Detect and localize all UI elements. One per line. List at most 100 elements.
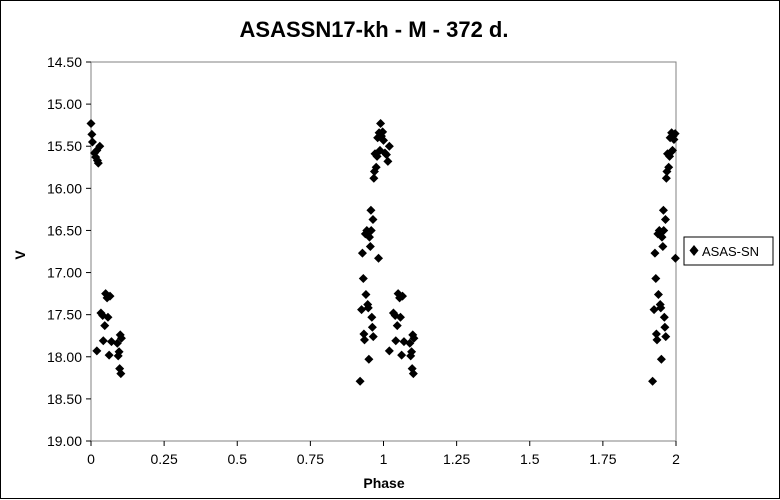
- data-point-diamond: [100, 321, 110, 331]
- x-axis-label: Phase: [363, 475, 404, 491]
- data-point-diamond: [651, 273, 661, 283]
- data-point-diamond: [114, 347, 124, 357]
- data-point-diamond: [357, 305, 367, 315]
- x-tick-label: 0.75: [297, 451, 324, 467]
- data-point-diamond: [667, 145, 677, 155]
- data-point-diamond: [657, 232, 667, 242]
- data-point-diamond: [374, 253, 384, 263]
- data-point-diamond: [105, 291, 115, 301]
- y-tick-label: 15.00: [47, 96, 82, 112]
- data-point-diamond: [656, 303, 666, 313]
- data-point-diamond: [381, 150, 391, 160]
- data-point-diamond: [670, 253, 680, 263]
- data-point-diamond: [361, 289, 371, 299]
- data-point-diamond: [384, 141, 394, 151]
- data-point-diamond: [656, 354, 666, 364]
- data-point-diamond: [367, 312, 377, 322]
- data-point-diamond: [368, 332, 378, 342]
- data-point-diamond: [379, 135, 388, 145]
- data-point-diamond: [92, 346, 102, 356]
- y-tick-label: 16.00: [47, 180, 82, 196]
- x-tick-label: 0: [87, 451, 95, 467]
- data-point-diamond: [357, 248, 367, 258]
- legend-marker-diamond: [689, 245, 699, 256]
- data-point-diamond: [368, 214, 378, 224]
- legend-label: ASAS-SN: [702, 244, 759, 259]
- data-point-diamond: [378, 127, 388, 137]
- y-tick-label: 15.50: [47, 138, 82, 154]
- y-axis: 14.50 15.00 15.50 16.00 16.50 17.00 17.50 18.00…: [47, 54, 91, 449]
- data-point-diamond: [86, 118, 96, 128]
- data-points: [86, 118, 680, 386]
- x-tick-label: 1.25: [443, 451, 470, 467]
- data-point-diamond: [371, 162, 381, 172]
- data-point-diamond: [397, 350, 407, 360]
- data-point-diamond: [364, 232, 374, 242]
- data-point-diamond: [116, 333, 126, 343]
- data-point-diamond: [93, 158, 103, 168]
- x-axis: 0 0.25 0.5 0.75 1 1.25 1.5 1.75 2: [87, 441, 680, 467]
- legend-box: [683, 236, 774, 266]
- y-axis-label: V: [12, 250, 28, 260]
- x-tick-label: 1.5: [520, 451, 540, 467]
- data-point-diamond: [376, 118, 386, 128]
- data-point-diamond: [392, 321, 402, 331]
- data-point-diamond: [658, 241, 668, 251]
- chart-title: ASASSN17-kh - M - 372 d.: [240, 17, 509, 42]
- data-point-diamond: [651, 329, 661, 339]
- x-tick-label: 0.25: [151, 451, 178, 467]
- legend: ASAS-SN: [683, 236, 774, 266]
- data-point-diamond: [649, 305, 659, 315]
- y-tick-label: 18.50: [47, 391, 82, 407]
- y-tick-label: 17.00: [47, 265, 82, 281]
- y-tick-label: 16.50: [47, 222, 82, 238]
- data-point-diamond: [95, 141, 105, 151]
- x-tick-label: 1: [380, 451, 388, 467]
- data-point-diamond: [366, 225, 376, 235]
- data-point-diamond: [648, 376, 658, 386]
- data-point-diamond: [87, 129, 97, 139]
- data-point-diamond: [358, 273, 368, 283]
- data-point-diamond: [355, 376, 365, 386]
- data-point-diamond: [98, 336, 108, 346]
- data-point-diamond: [653, 289, 663, 299]
- data-point-diamond: [650, 248, 660, 258]
- data-point-diamond: [359, 335, 369, 345]
- data-point-diamond: [384, 346, 394, 356]
- data-point-diamond: [659, 312, 669, 322]
- y-tick-label: 18.00: [47, 349, 82, 365]
- y-tick-label: 17.50: [47, 307, 82, 323]
- data-point-diamond: [391, 336, 401, 346]
- data-point-diamond: [112, 338, 122, 348]
- data-point-diamond: [395, 312, 405, 322]
- y-tick-label: 14.50: [47, 54, 82, 70]
- data-point-diamond: [652, 335, 662, 345]
- data-point-diamond: [87, 137, 97, 147]
- data-point-diamond: [670, 129, 680, 139]
- data-point-diamond: [661, 173, 671, 183]
- data-point-diamond: [363, 303, 373, 313]
- data-point-diamond: [660, 322, 670, 332]
- x-tick-label: 1.75: [589, 451, 616, 467]
- data-point-diamond: [660, 214, 670, 224]
- data-point-diamond: [664, 162, 674, 172]
- data-point-diamond: [669, 134, 679, 144]
- data-point-diamond: [409, 333, 419, 343]
- data-point-diamond: [658, 205, 668, 215]
- data-point-diamond: [383, 156, 393, 166]
- x-tick-label: 2: [672, 451, 680, 467]
- data-point-diamond: [398, 291, 408, 301]
- x-tick-label: 0.5: [228, 451, 248, 467]
- y-tick-label: 19.00: [47, 433, 82, 449]
- data-point-diamond: [366, 205, 376, 215]
- plot-area: [90, 61, 677, 442]
- data-point-diamond: [408, 369, 418, 379]
- data-point-diamond: [359, 329, 369, 339]
- data-point-diamond: [116, 369, 126, 379]
- data-point-diamond: [367, 322, 377, 332]
- data-point-diamond: [364, 354, 374, 364]
- data-point-diamond: [405, 338, 415, 348]
- data-point-diamond: [661, 332, 671, 342]
- data-point-diamond: [104, 350, 114, 360]
